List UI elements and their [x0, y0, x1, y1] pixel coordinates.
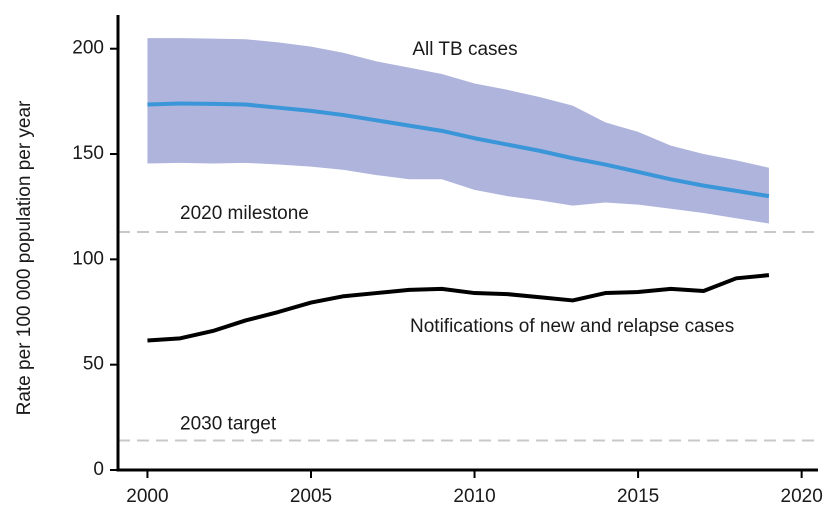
y-tick-label: 0 — [93, 459, 104, 480]
x-tick-label: 2020 — [781, 486, 823, 507]
uncertainty-band — [147, 38, 769, 224]
x-tick-label: 2010 — [453, 486, 495, 507]
y-tick-label: 50 — [83, 354, 104, 375]
y-axis-label: Rate per 100 000 population per year — [14, 100, 35, 415]
x-tick-label: 2000 — [126, 486, 168, 507]
reference-label: 2030 target — [180, 414, 277, 435]
x-tick-label: 2005 — [290, 486, 332, 507]
series-line — [147, 273, 770, 343]
series-label: All TB cases — [412, 39, 517, 60]
y-tick-label: 200 — [72, 38, 104, 59]
y-tick-label: 150 — [72, 143, 104, 164]
y-tick-label: 100 — [72, 248, 104, 269]
reference-label: 2020 milestone — [180, 203, 309, 224]
series-label: Notifications of new and relapse cases — [410, 316, 734, 337]
series-line — [147, 101, 770, 199]
x-tick-label: 2015 — [617, 486, 659, 507]
